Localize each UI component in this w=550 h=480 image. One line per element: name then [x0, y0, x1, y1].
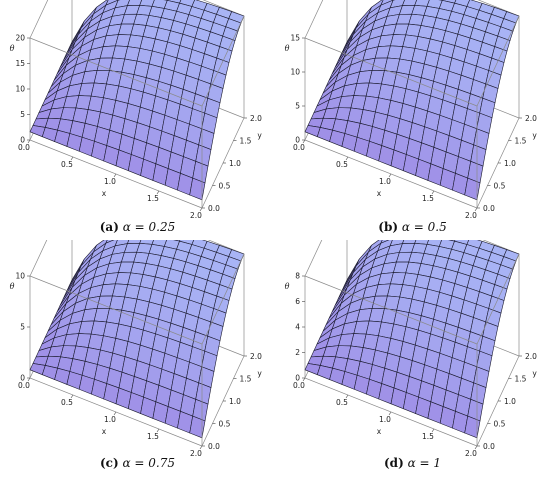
z-tick-label: 4 — [295, 323, 300, 332]
x-tick-label: 2.0 — [465, 211, 477, 220]
z-tick-label: 15 — [15, 59, 25, 68]
x-tick-label: 1.5 — [147, 432, 159, 441]
z-tick-label: 8 — [295, 272, 300, 281]
z-axis-label: θ — [285, 282, 290, 291]
caption-b-param: α = 0.5 — [402, 220, 447, 234]
y-tick-label: 0.0 — [483, 442, 495, 451]
y-tick-label: 2.0 — [250, 114, 262, 123]
z-tick-label: 20 — [15, 34, 25, 43]
x-tick-label: 0.5 — [61, 398, 73, 407]
y-tick-label: 0.5 — [219, 420, 231, 429]
x-axis-label: x — [377, 427, 382, 436]
y-tick-label: 0.5 — [494, 420, 506, 429]
x-tick-label: 1.0 — [104, 177, 116, 186]
box-edge — [30, 0, 72, 38]
x-axis-label: x — [102, 427, 107, 436]
x-tick-label: 1.5 — [422, 432, 434, 441]
y-tick-label: 1.5 — [515, 375, 527, 384]
y-tick-label: 0.5 — [219, 182, 231, 191]
z-tick-label: 5 — [295, 102, 300, 111]
z-tick-label: 6 — [295, 297, 300, 306]
y-tick-label: 1.0 — [504, 397, 516, 406]
x-tick-label: 1.5 — [147, 194, 159, 203]
z-tick-label: 10 — [290, 68, 300, 77]
caption-d-label: (d) — [384, 456, 404, 470]
z-tick-label: 0 — [20, 136, 25, 145]
x-tick-label: 1.0 — [379, 415, 391, 424]
caption-a: (a) α = 0.25 — [0, 220, 275, 234]
y-tick-label: 2.0 — [525, 352, 537, 361]
z-axis-label: θ — [10, 282, 15, 291]
x-tick-label: 2.0 — [190, 211, 202, 220]
z-tick-label: 10 — [15, 272, 25, 281]
y-tick-label: 0.0 — [208, 204, 220, 213]
caption-c-label: (c) — [100, 456, 119, 470]
z-tick-label: 0 — [295, 374, 300, 383]
z-tick-label: 0 — [295, 136, 300, 145]
x-tick-label: 1.0 — [104, 415, 116, 424]
y-tick-label: 1.0 — [229, 159, 241, 168]
caption-b-label: (b) — [378, 220, 398, 234]
caption-c-param: α = 0.75 — [122, 456, 175, 470]
x-tick-label: 1.5 — [422, 194, 434, 203]
y-axis-label: y — [532, 369, 537, 378]
y-axis-label: y — [257, 369, 262, 378]
caption-d: (d) α = 1 — [275, 456, 550, 470]
x-axis-label: x — [377, 189, 382, 198]
caption-a-param: α = 0.25 — [123, 220, 176, 234]
y-tick-label: 1.0 — [229, 397, 241, 406]
z-axis-label: θ — [10, 44, 15, 53]
x-tick-label: 0.5 — [336, 160, 348, 169]
z-tick-label: 15 — [290, 34, 300, 43]
y-tick-label: 0.5 — [494, 182, 506, 191]
caption-b: (b) α = 0.5 — [275, 220, 550, 234]
box-edge — [305, 0, 347, 38]
y-tick-label: 1.5 — [240, 375, 252, 384]
box-edge — [305, 240, 347, 276]
y-tick-label: 0.0 — [483, 204, 495, 213]
caption-a-label: (a) — [100, 220, 119, 234]
y-axis-label: y — [257, 131, 262, 140]
surface-plot-a: 0.00.51.01.52.0x0.00.51.01.52.0y05101520… — [0, 0, 275, 240]
x-axis-label: x — [102, 189, 107, 198]
box-edge — [30, 240, 72, 276]
y-tick-label: 1.5 — [515, 137, 527, 146]
z-axis-label: θ — [285, 44, 290, 53]
y-tick-label: 0.0 — [208, 442, 220, 451]
z-tick-label: 0 — [20, 374, 25, 383]
y-tick-label: 2.0 — [525, 114, 537, 123]
x-tick-label: 1.0 — [379, 177, 391, 186]
z-tick-label: 10 — [15, 85, 25, 94]
y-tick-label: 1.0 — [504, 159, 516, 168]
x-tick-label: 0.5 — [336, 398, 348, 407]
caption-d-param: α = 1 — [408, 456, 441, 470]
z-tick-label: 5 — [20, 323, 25, 332]
y-axis-label: y — [532, 131, 537, 140]
x-tick-label: 0.5 — [61, 160, 73, 169]
z-tick-label: 5 — [20, 110, 25, 119]
y-tick-label: 2.0 — [250, 352, 262, 361]
y-tick-label: 1.5 — [240, 137, 252, 146]
z-tick-label: 2 — [295, 348, 300, 357]
caption-c: (c) α = 0.75 — [0, 456, 275, 470]
